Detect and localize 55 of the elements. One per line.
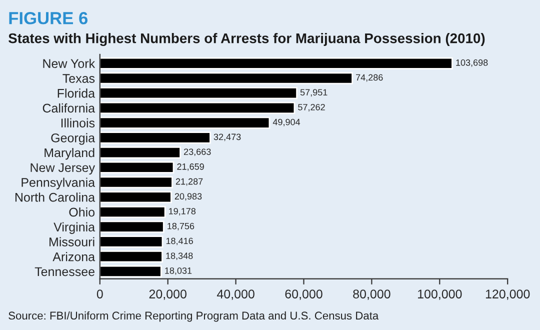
- data-label: 49,904: [272, 118, 300, 126]
- bar: [100, 116, 270, 129]
- bar: [100, 236, 164, 248]
- x-tick-label: 80,000: [353, 290, 390, 300]
- bar: [100, 250, 163, 263]
- y-tick-label: North Carolina: [15, 192, 96, 202]
- bar: [100, 87, 298, 100]
- x-tick-label: 60,000: [285, 290, 322, 300]
- bar: [100, 161, 174, 174]
- y-tick-label: Tennessee: [34, 267, 94, 276]
- data-label: 20,983: [174, 193, 202, 201]
- data-label: 57,951: [300, 89, 328, 97]
- chart-subtitle: States with Highest Numbers of Arrests for Marijuana Possession (2010): [8, 33, 485, 46]
- bar: [100, 191, 172, 204]
- x-tick-label: 100,000: [418, 290, 462, 300]
- data-label: 21,659: [177, 163, 204, 171]
- bar: [100, 176, 173, 188]
- y-tick-label: California: [42, 103, 96, 113]
- y-tick-label: Pennsylvania: [22, 178, 96, 190]
- y-tick-label: Ohio: [69, 207, 95, 217]
- data-label: 103,698: [456, 59, 488, 67]
- x-tick-label: 120,000: [486, 290, 530, 300]
- data-label: 18,348: [166, 252, 193, 260]
- data-label: 23,663: [184, 148, 211, 156]
- y-tick-label: Illinois: [61, 118, 95, 128]
- y-tick-label: Georgia: [51, 133, 96, 145]
- bar: [100, 146, 181, 159]
- y-tick-label: New Jersey: [30, 163, 96, 175]
- bar: [100, 132, 211, 144]
- bar: [100, 57, 453, 70]
- source-note: Source: FBI/Uniform Crime Reporting Program Data and U.S. Census Data: [8, 311, 379, 322]
- y-tick-label: Missouri: [50, 237, 94, 246]
- data-label: 18,756: [168, 222, 194, 230]
- y-tick-label: New York: [43, 58, 96, 68]
- bar: [100, 72, 353, 84]
- y-tick-label: Maryland: [44, 148, 94, 160]
- bar: [100, 206, 166, 218]
- x-tick-label: 40,000: [216, 290, 254, 300]
- bar: [100, 265, 162, 278]
- y-tick-label: Arizona: [52, 252, 96, 262]
- data-label: 21,287: [176, 178, 203, 186]
- data-label: 18,031: [165, 267, 192, 275]
- y-tick-label: Florida: [58, 88, 96, 98]
- bar: [100, 102, 296, 114]
- x-tick-label: 0: [96, 290, 103, 298]
- data-label: 74,286: [356, 74, 383, 82]
- data-label: 32,473: [214, 134, 241, 142]
- data-label: 57,262: [298, 104, 325, 112]
- y-tick-label: Texas: [62, 74, 95, 83]
- data-label: 18,416: [166, 238, 193, 246]
- y-tick-label: Virginia: [54, 222, 96, 234]
- bar: [100, 220, 164, 233]
- chart-title: FIGURE 6: [9, 12, 88, 24]
- x-tick-label: 20,000: [149, 290, 186, 300]
- data-label: 19,178: [169, 208, 196, 216]
